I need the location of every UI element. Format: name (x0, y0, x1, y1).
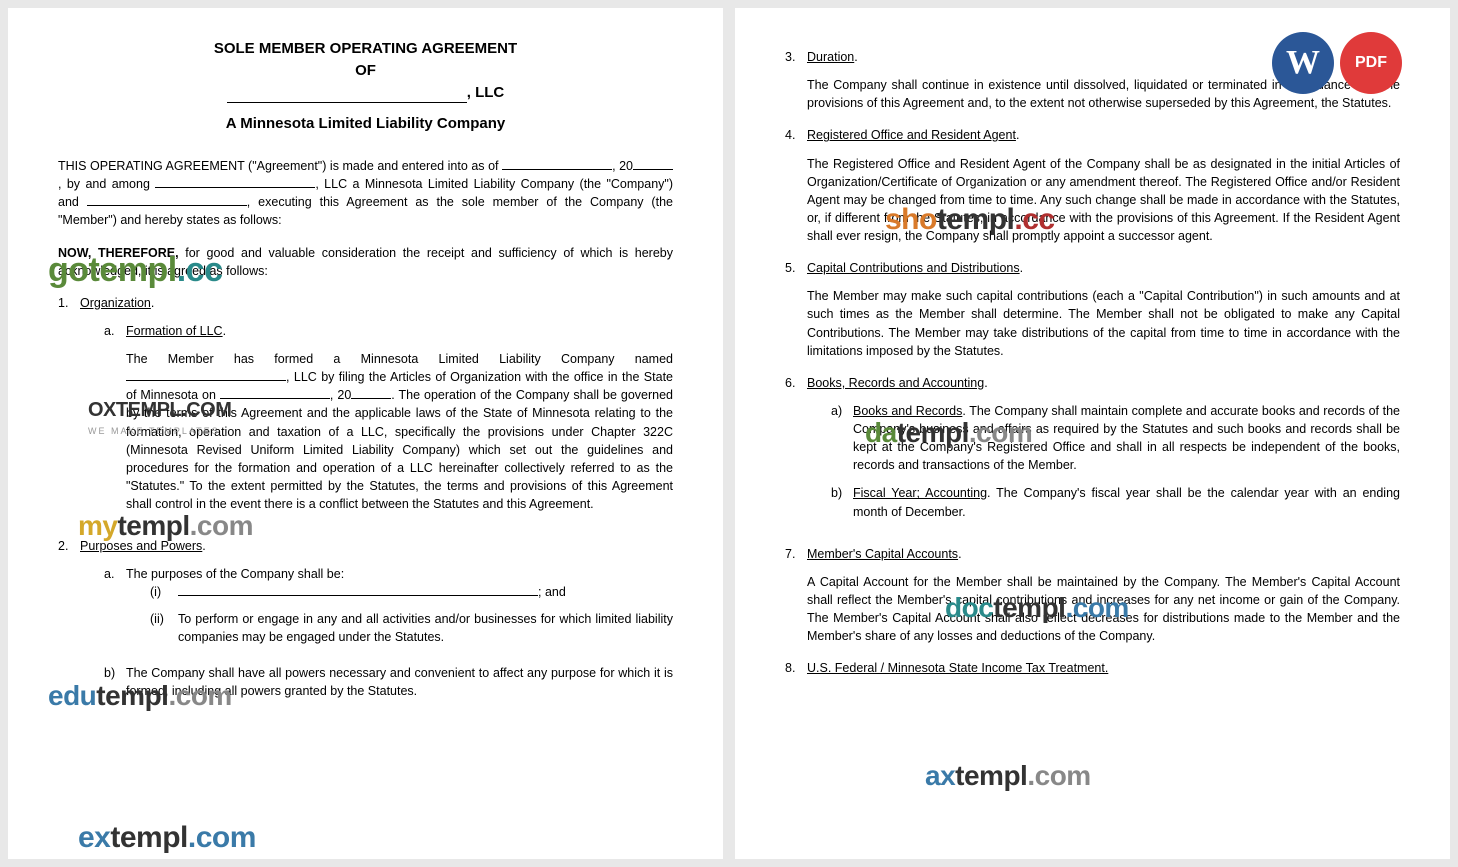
now-bold: NOW, THEREFORE, (58, 246, 179, 260)
s4-body: The Registered Office and Resident Agent… (807, 155, 1400, 246)
intro-1c: , by and among (58, 177, 155, 191)
s2a-i-n: (i) (150, 583, 178, 601)
s6a-title: Books and Records (853, 404, 962, 418)
s2a-i: (i) ; and (150, 583, 673, 601)
s6a-num: a) (831, 402, 853, 475)
s2-title: Purposes and Powers (80, 539, 202, 553)
section-1: 1. Organization. a. Formation of LLC. Th… (58, 294, 673, 523)
s7-body: A Capital Account for the Member shall b… (807, 573, 1400, 646)
s7-title: Member's Capital Accounts (807, 547, 958, 561)
title-suffix: , LLC (467, 84, 505, 101)
wm-extempl: extempl.com (78, 816, 256, 859)
page-left: SOLE MEMBER OPERATING AGREEMENT OF , LLC… (8, 8, 723, 859)
blank-llc2 (126, 369, 286, 381)
pdf-badge-icon: PDF (1340, 32, 1402, 94)
s4-title: Registered Office and Resident Agent (807, 128, 1016, 142)
section-7: 7. Member's Capital Accounts. A Capital … (785, 545, 1400, 646)
s6b-title: Fiscal Year; Accounting (853, 486, 987, 500)
s1a-num: a. (104, 322, 126, 513)
blank-member (87, 194, 247, 206)
s1-num: 1. (58, 294, 80, 523)
blank-date2 (220, 387, 330, 399)
sections-left: 1. Organization. a. Formation of LLC. Th… (58, 294, 673, 710)
s6-title: Books, Records and Accounting (807, 376, 984, 390)
word-badge-icon: W (1272, 32, 1334, 94)
s1a-title: Formation of LLC (126, 324, 223, 338)
s3-title: Duration (807, 50, 854, 64)
intro-paragraph: THIS OPERATING AGREEMENT ("Agreement") i… (58, 157, 673, 230)
s2a-ii: (ii) To perform or engage in any and all… (150, 610, 673, 646)
blank-date (502, 158, 612, 170)
title-block: SOLE MEMBER OPERATING AGREEMENT OF , LLC… (58, 38, 673, 135)
s8-title: U.S. Federal / Minnesota State Income Ta… (807, 661, 1108, 675)
title-line-1: SOLE MEMBER OPERATING AGREEMENT (58, 38, 673, 60)
s1a: a. Formation of LLC. The Member has form… (104, 322, 673, 513)
s2a-num: a. (104, 565, 126, 654)
page-right: W PDF 3. Duration. The Company shall con… (735, 8, 1450, 859)
s2a-ii-n: (ii) (150, 610, 178, 646)
blank-company-name (227, 88, 467, 103)
blank-llc-name (155, 176, 315, 188)
s2a-title: The purposes of the Company shall be: (126, 567, 344, 581)
format-badges: W PDF (1272, 32, 1402, 94)
section-6: 6. Books, Records and Accounting. a) Boo… (785, 374, 1400, 531)
s2a-i-end: ; and (538, 585, 566, 599)
section-2: 2. Purposes and Powers. a. The purposes … (58, 537, 673, 710)
s4-num: 4. (785, 126, 807, 245)
s2a-ii-body: To perform or engage in any and all acti… (178, 610, 673, 646)
s3-num: 3. (785, 48, 807, 112)
s6-num: 6. (785, 374, 807, 531)
s5-title: Capital Contributions and Distributions (807, 261, 1020, 275)
s6b: b) Fiscal Year; Accounting. The Company'… (831, 484, 1400, 520)
sections-right: 3. Duration. The Company shall continue … (785, 48, 1400, 677)
s5-body: The Member may make such capital contrib… (807, 287, 1400, 360)
blank-purpose (178, 584, 538, 596)
s2b-body: The Company shall have all powers necess… (126, 664, 673, 700)
s7-num: 7. (785, 545, 807, 646)
s2a: a. The purposes of the Company shall be:… (104, 565, 673, 654)
s1a-a: The Member has formed a Minnesota Limite… (126, 352, 673, 366)
now-therefore: NOW, THEREFORE, for good and valuable co… (58, 244, 673, 280)
s1-title: Organization (80, 296, 151, 310)
s2b: b) The Company shall have all powers nec… (104, 664, 673, 700)
s8-num: 8. (785, 659, 807, 677)
s5-num: 5. (785, 259, 807, 360)
s6a: a) Books and Records. The Company shall … (831, 402, 1400, 475)
s6b-num: b) (831, 484, 853, 520)
title-line-3: , LLC (58, 82, 673, 104)
title-line-2: OF (58, 60, 673, 82)
s1a-c: , 20 (330, 388, 351, 402)
section-8: 8. U.S. Federal / Minnesota State Income… (785, 659, 1400, 677)
section-4: 4. Registered Office and Resident Agent.… (785, 126, 1400, 245)
intro-1a: THIS OPERATING AGREEMENT ("Agreement") i… (58, 159, 499, 173)
s1a-d: . The operation of the Company shall be … (126, 388, 673, 511)
s1a-body: The Member has formed a Minnesota Limite… (126, 350, 673, 513)
s2-num: 2. (58, 537, 80, 710)
subtitle: A Minnesota Limited Liability Company (58, 113, 673, 135)
blank-year (633, 158, 673, 170)
s2b-num: b) (104, 664, 126, 700)
intro-1b: , 20 (612, 159, 633, 173)
blank-year2 (351, 387, 391, 399)
section-5: 5. Capital Contributions and Distributio… (785, 259, 1400, 360)
wm-axtempl: axtempl.com (925, 756, 1091, 797)
